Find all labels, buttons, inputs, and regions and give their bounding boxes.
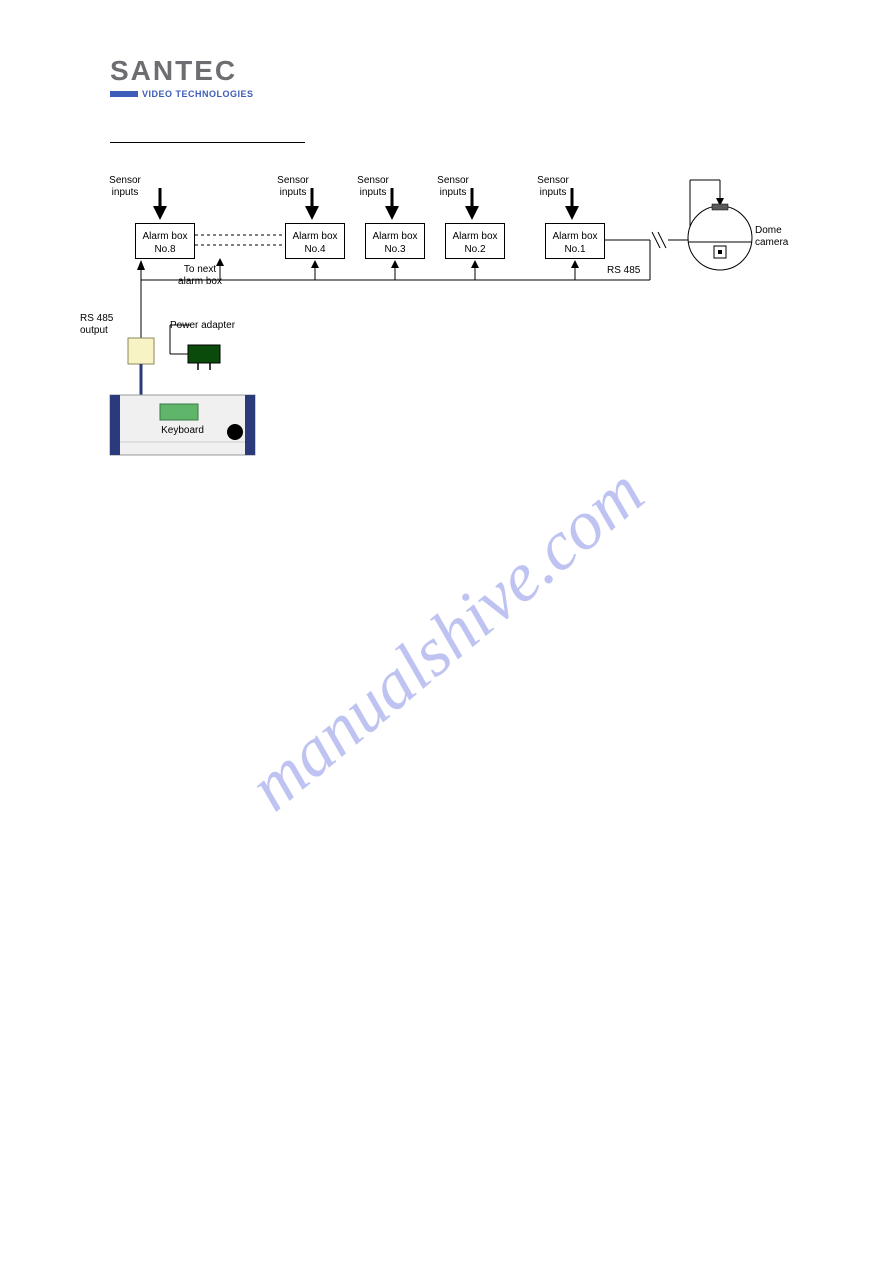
dome-camera-label: Domecamera: [755, 225, 800, 249]
sensor-label-3: Sensorinputs: [353, 175, 393, 199]
brand-logo: SANTEC VIDEO TECHNOLOGIES: [110, 55, 254, 99]
logo-sub-text: VIDEO TECHNOLOGIES: [142, 89, 254, 99]
logo-main-text: SANTEC: [110, 55, 254, 87]
watermark-text: manualshive.com: [234, 452, 659, 827]
sensor-label-2: Sensorinputs: [433, 175, 473, 199]
sensor-label-1: Sensorinputs: [533, 175, 573, 199]
alarm-box-8: Alarm boxNo.8: [135, 223, 195, 259]
sensor-label-4: Sensorinputs: [273, 175, 313, 199]
alarm-box-2: Alarm boxNo.2: [445, 223, 505, 259]
rs485-label: RS 485: [607, 265, 652, 277]
section-underline: [110, 142, 305, 143]
rs485-output-label: RS 485output: [80, 313, 125, 337]
power-adapter-label: Power adapter: [170, 320, 250, 332]
sensor-label-8: Sensorinputs: [105, 175, 145, 199]
keyboard-label: Keyboard: [160, 425, 205, 437]
alarm-box-4: Alarm boxNo.4: [285, 223, 345, 259]
logo-subline: VIDEO TECHNOLOGIES: [110, 89, 254, 99]
alarm-box-1: Alarm boxNo.1: [545, 223, 605, 259]
logo-bar: [110, 91, 138, 97]
alarm-box-3: Alarm boxNo.3: [365, 223, 425, 259]
connection-diagram: Sensorinputs Sensorinputs Sensorinputs S…: [90, 170, 803, 470]
to-next-label: To nextalarm box: [175, 264, 225, 288]
